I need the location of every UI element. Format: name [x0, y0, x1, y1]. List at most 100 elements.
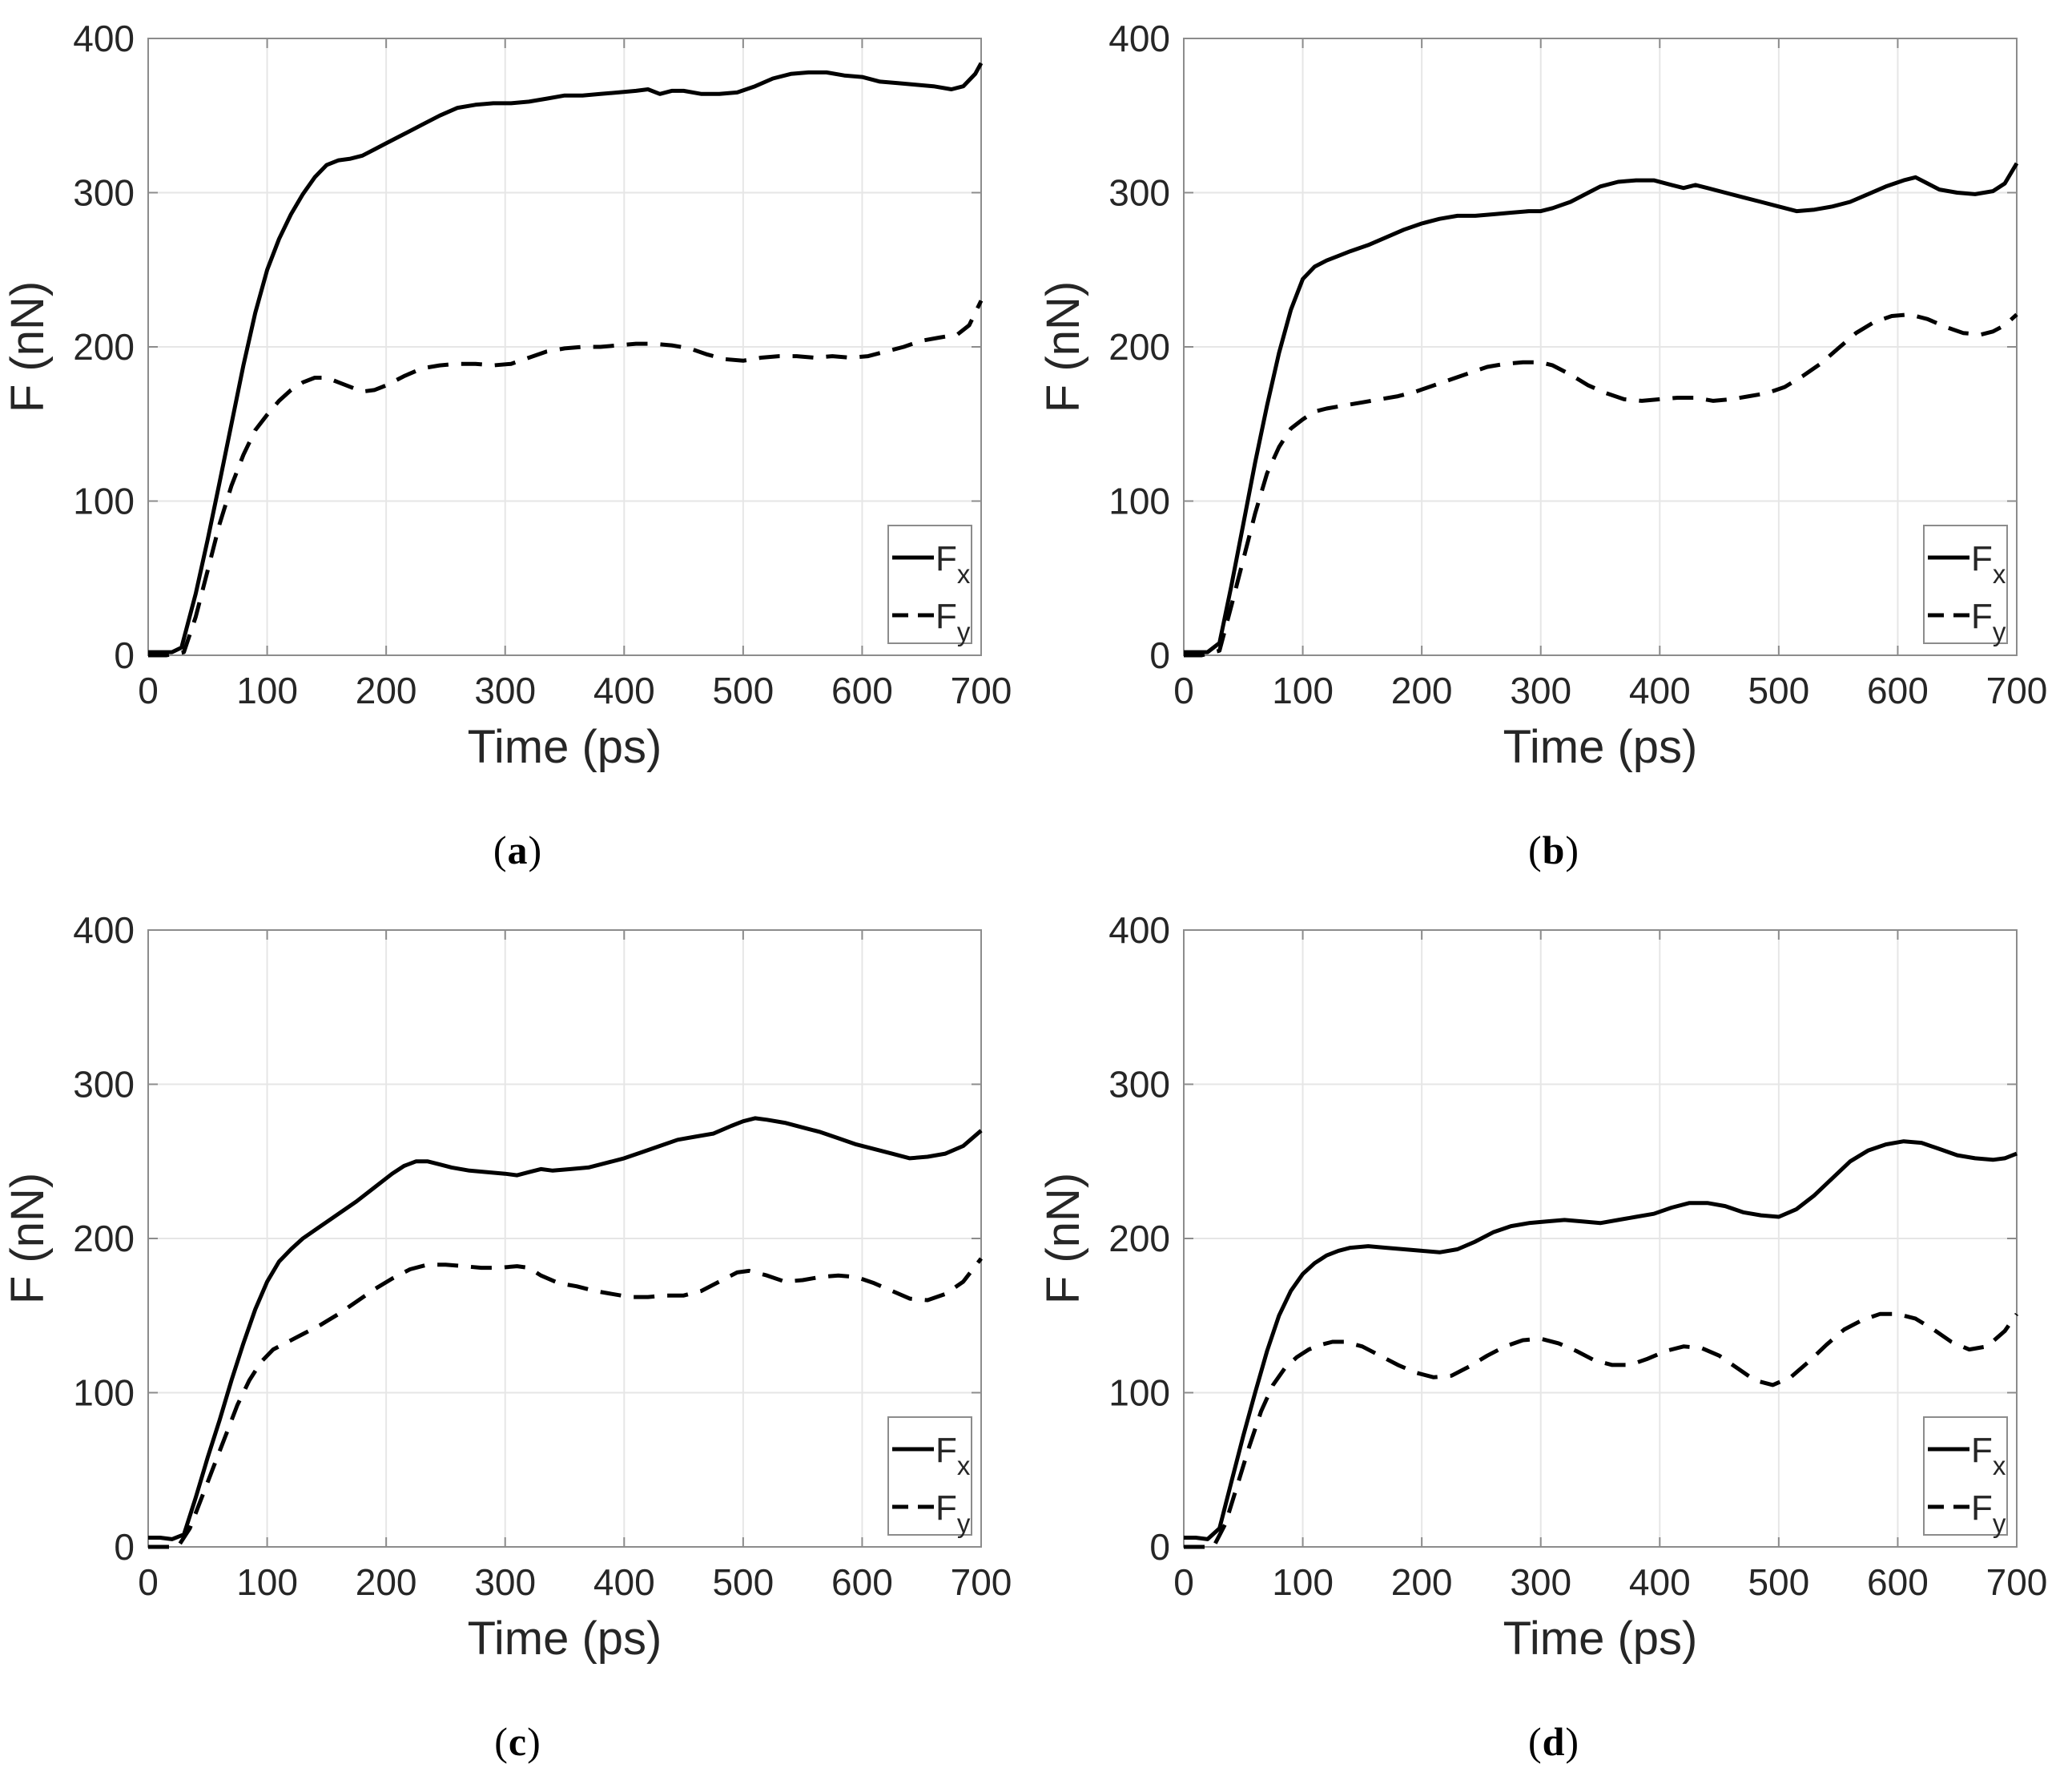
svg-text:300: 300 [1108, 1064, 1170, 1105]
x-tick-labels: 0 100 200 300 400 500 600 700 [138, 1561, 1012, 1603]
y-tick-labels: 0 100 200 300 400 [73, 909, 135, 1568]
panel-caption-c: (c) [0, 1718, 1036, 1765]
svg-text:200: 200 [356, 1561, 417, 1603]
caption-paren: ) [1565, 1719, 1580, 1764]
svg-text:300: 300 [73, 1064, 135, 1105]
caption-letter: b [1542, 828, 1566, 872]
svg-text:200: 200 [73, 326, 135, 368]
chart-a: 0 100 200 300 400 500 600 700 0 100 200 300 400 Time … [2, 18, 1012, 773]
gridlines [1184, 38, 2018, 655]
svg-text:100: 100 [73, 481, 135, 522]
caption-paren: ) [527, 1719, 541, 1764]
svg-text:0: 0 [1149, 1526, 1170, 1568]
legend-box [1923, 525, 2008, 644]
y-axis-label: F (nN) [1037, 1173, 1089, 1304]
fx-curve [148, 1116, 983, 1541]
svg-text:100: 100 [236, 670, 298, 711]
caption-paren: ( [1527, 1719, 1543, 1764]
svg-text:200: 200 [1391, 1561, 1453, 1603]
chart-c: 0 100 200 300 400 500 600 700 0 100 200 300 400 Time … [2, 909, 1012, 1665]
caption-paren: ( [494, 1719, 509, 1764]
panel-caption-d: (d) [1036, 1718, 2072, 1765]
svg-text:0: 0 [138, 670, 159, 711]
svg-text:300: 300 [474, 670, 536, 711]
svg-text:400: 400 [1108, 909, 1170, 951]
x-axis-label: Time (ps) [1503, 721, 1698, 773]
caption-paren: ( [1527, 828, 1543, 872]
svg-text:600: 600 [831, 1561, 893, 1603]
svg-text:700: 700 [1986, 1561, 2048, 1603]
svg-text:500: 500 [712, 1561, 774, 1603]
svg-text:300: 300 [1108, 172, 1170, 214]
legend-box [1923, 1416, 2008, 1536]
tick-marks [147, 38, 982, 656]
legend-box [887, 525, 972, 644]
panel-caption-b: (b) [1036, 827, 2072, 873]
svg-text:100: 100 [73, 1372, 135, 1414]
svg-text:200: 200 [73, 1218, 135, 1259]
svg-text:100: 100 [1108, 481, 1170, 522]
svg-text:700: 700 [951, 1561, 1012, 1603]
x-tick-labels: 0 100 200 300 400 500 600 700 [138, 670, 1012, 711]
svg-text:600: 600 [1867, 670, 1929, 711]
tick-marks [147, 929, 982, 1548]
y-tick-labels: 0 100 200 300 400 [1108, 18, 1170, 676]
svg-text:500: 500 [1748, 670, 1809, 711]
svg-text:0: 0 [1149, 634, 1170, 676]
gridlines [1184, 930, 2018, 1547]
fy-curve [148, 300, 984, 658]
fx-curve [1184, 162, 2019, 654]
panel-a: 0 100 200 300 400 500 600 700 0 100 200 300 400 Time … [0, 0, 1036, 892]
y-axis-label: F (nN) [2, 1173, 54, 1304]
fy-curve [1184, 1311, 2019, 1549]
caption-paren: ) [1565, 828, 1580, 872]
svg-text:500: 500 [1748, 1561, 1809, 1603]
tick-marks [1183, 38, 2018, 656]
y-axis-label: F (nN) [2, 281, 54, 413]
svg-text:100: 100 [1108, 1372, 1170, 1414]
x-tick-labels: 0 100 200 300 400 500 600 700 [1173, 670, 2047, 711]
tick-marks [1183, 929, 2018, 1548]
x-axis-label: Time (ps) [1503, 1613, 1698, 1665]
svg-text:400: 400 [73, 909, 135, 951]
svg-text:700: 700 [951, 670, 1012, 711]
svg-text:300: 300 [73, 172, 135, 214]
caption-letter: a [507, 828, 529, 872]
fx-curve [148, 62, 984, 654]
svg-text:300: 300 [474, 1561, 536, 1603]
svg-text:400: 400 [1108, 18, 1170, 59]
fy-curve [148, 1257, 983, 1549]
gridlines [148, 930, 982, 1547]
svg-text:0: 0 [114, 634, 135, 676]
panel-caption-a: (a) [0, 827, 1036, 873]
svg-text:0: 0 [1173, 1561, 1194, 1603]
svg-text:600: 600 [1867, 1561, 1929, 1603]
svg-text:500: 500 [712, 670, 774, 711]
chart-b: 0 100 200 300 400 500 600 700 0 100 200 300 400 Time … [1037, 18, 2047, 773]
fx-curve [1184, 1139, 2018, 1541]
svg-text:0: 0 [1173, 670, 1194, 711]
svg-text:400: 400 [593, 670, 655, 711]
panel-c: 0 100 200 300 400 500 600 700 0 100 200 300 400 Time … [0, 892, 1036, 1784]
svg-text:0: 0 [114, 1526, 135, 1568]
svg-text:600: 600 [831, 670, 893, 711]
svg-text:400: 400 [1629, 1561, 1691, 1603]
y-axis-label: F (nN) [1037, 281, 1089, 413]
svg-text:200: 200 [1391, 670, 1453, 711]
svg-text:200: 200 [1108, 326, 1170, 368]
svg-text:400: 400 [593, 1561, 655, 1603]
chart-d: 0 100 200 300 400 500 600 700 0 100 200 300 400 Time … [1037, 909, 2047, 1665]
x-tick-labels: 0 100 200 300 400 500 600 700 [1173, 1561, 2047, 1603]
caption-letter: d [1542, 1719, 1566, 1764]
x-axis-label: Time (ps) [468, 721, 662, 773]
svg-text:0: 0 [138, 1561, 159, 1603]
svg-text:200: 200 [1108, 1218, 1170, 1259]
caption-letter: c [508, 1719, 528, 1764]
caption-paren: ( [493, 828, 508, 872]
svg-text:300: 300 [1510, 1561, 1571, 1603]
